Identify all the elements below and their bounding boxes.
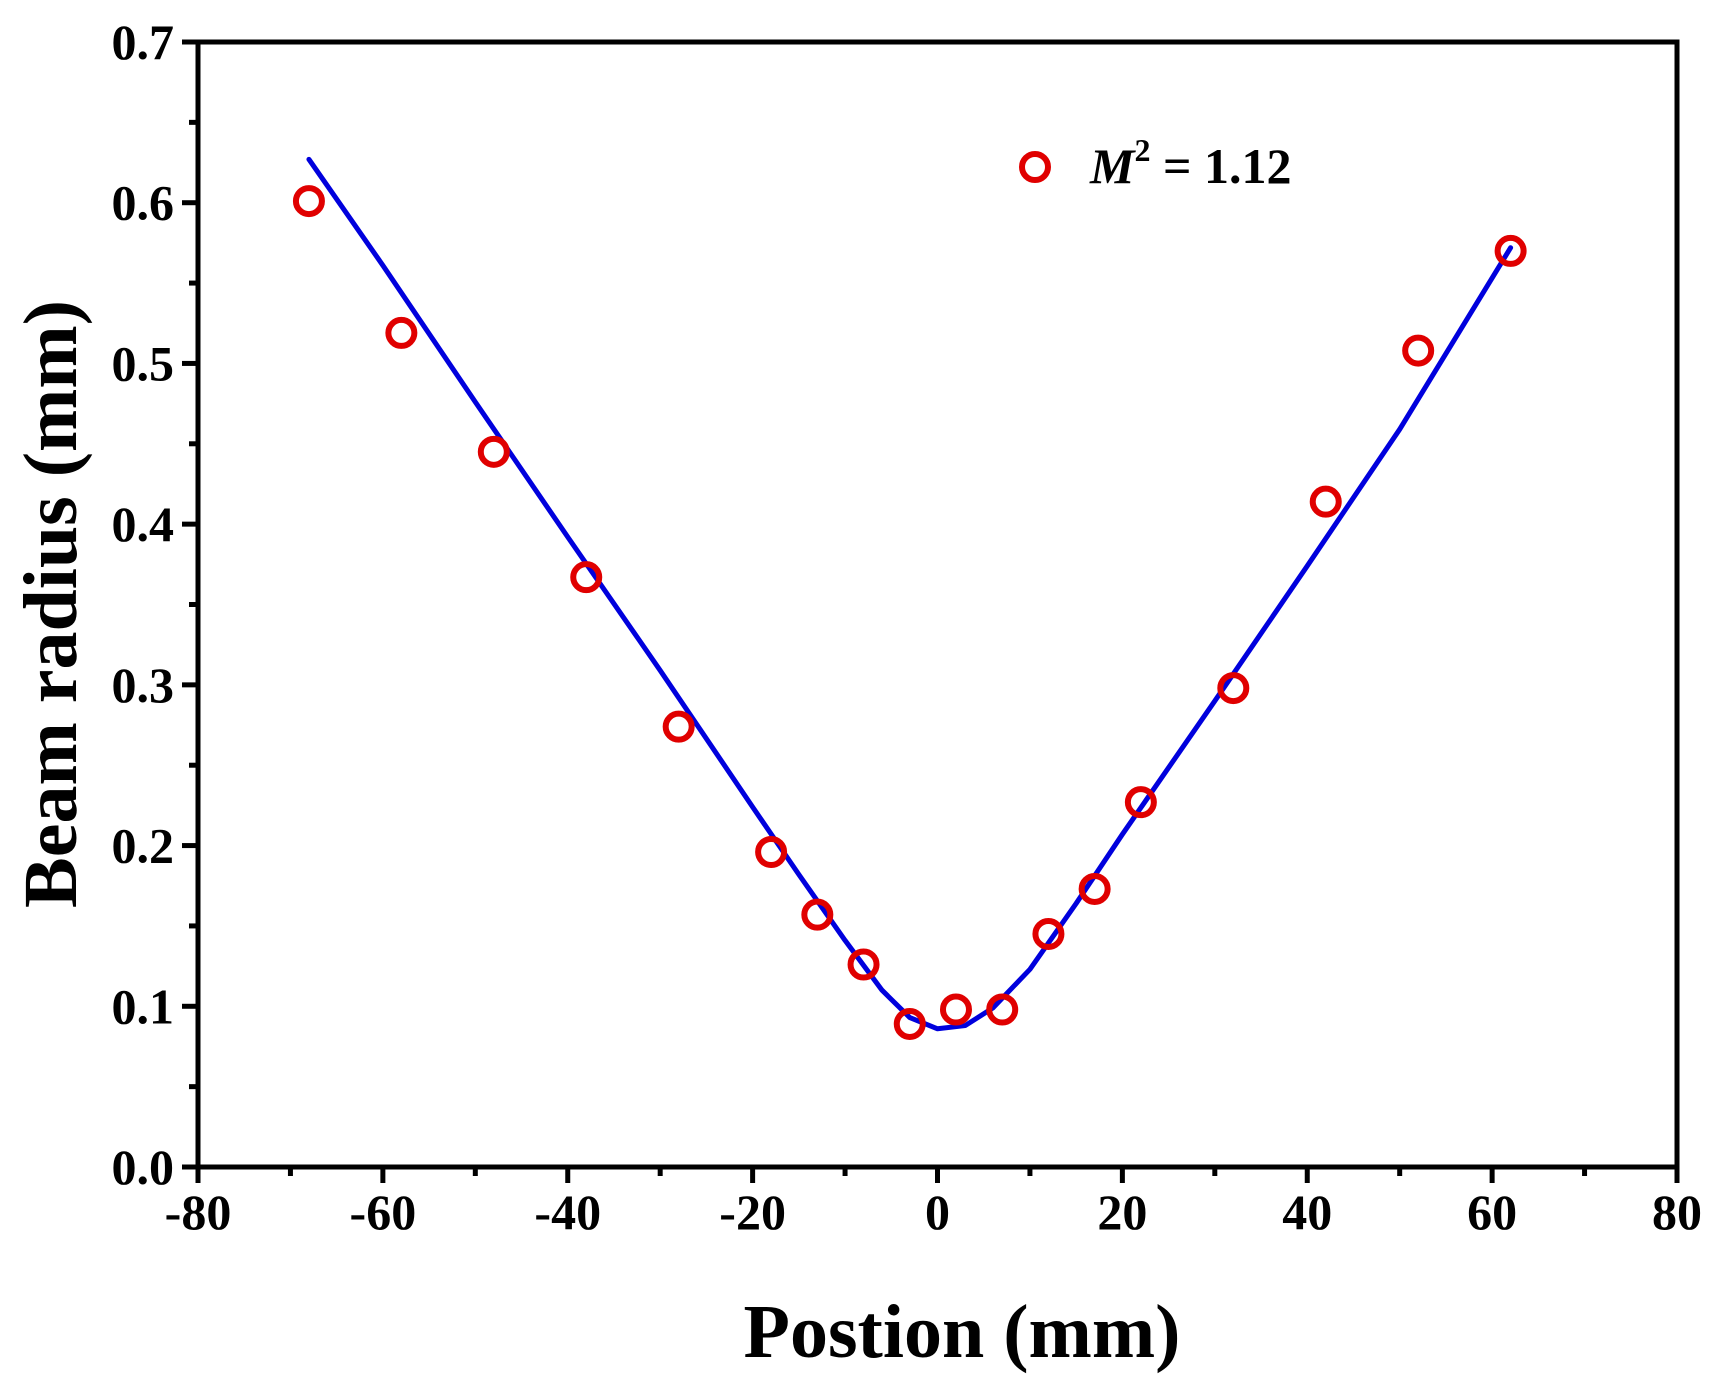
x-tick-label: 20 xyxy=(1097,1184,1147,1240)
y-tick-label: 0.7 xyxy=(112,14,175,70)
y-tick-label: 0.2 xyxy=(112,818,175,874)
y-tick-label: 0.4 xyxy=(112,496,175,552)
x-tick-label: 40 xyxy=(1282,1184,1332,1240)
data-point xyxy=(1494,234,1527,267)
legend-symbol: M xyxy=(1089,138,1136,194)
data-point xyxy=(801,898,834,931)
data-point xyxy=(1124,786,1157,819)
x-tick-labels: -80 -60 -40 -20 0 20 40 60 80 xyxy=(165,1184,1702,1240)
y-axis-title: Beam radius (mm) xyxy=(9,300,93,908)
x-tick-label: -20 xyxy=(719,1184,786,1240)
data-point xyxy=(292,185,325,218)
data-point xyxy=(986,993,1019,1026)
x-tick-label: 60 xyxy=(1467,1184,1517,1240)
x-tick-label: 80 xyxy=(1652,1184,1702,1240)
data-point xyxy=(1078,872,1111,905)
data-point xyxy=(477,435,510,468)
legend: M2 = 1.12 xyxy=(1019,132,1291,194)
y-tick-label: 0.5 xyxy=(112,335,175,391)
legend-marker xyxy=(1019,151,1051,183)
data-point xyxy=(893,1007,926,1040)
axis-ticks xyxy=(182,39,1680,1183)
data-point xyxy=(847,948,880,981)
x-tick-label: 0 xyxy=(925,1184,950,1240)
data-point xyxy=(570,561,603,594)
plot-frame xyxy=(195,39,1680,1170)
y-tick-labels: 0.0 0.1 0.2 0.3 0.4 0.5 0.6 0.7 xyxy=(112,14,175,1195)
data-point xyxy=(662,710,695,743)
fit-line xyxy=(306,156,1514,1032)
data-point xyxy=(1217,672,1250,705)
data-point xyxy=(1402,334,1435,367)
x-tick-label: -80 xyxy=(165,1184,232,1240)
legend-label: M2 = 1.12 xyxy=(1089,132,1291,194)
legend-value: = 1.12 xyxy=(1150,138,1291,194)
x-tick-label: -40 xyxy=(534,1184,601,1240)
x-axis-title: Postion (mm) xyxy=(744,1290,1181,1374)
data-point xyxy=(385,316,418,349)
x-tick-label: -60 xyxy=(350,1184,417,1240)
data-markers xyxy=(292,185,1527,1040)
data-point xyxy=(1032,917,1065,950)
data-point xyxy=(1309,485,1342,518)
y-tick-label: 0.3 xyxy=(112,657,175,713)
y-tick-label: 0.1 xyxy=(112,978,175,1034)
data-point xyxy=(755,836,788,868)
data-point xyxy=(939,993,972,1026)
legend-superscript: 2 xyxy=(1134,132,1150,168)
y-tick-label: 0.6 xyxy=(112,175,175,231)
y-tick-label: 0.0 xyxy=(112,1139,175,1195)
